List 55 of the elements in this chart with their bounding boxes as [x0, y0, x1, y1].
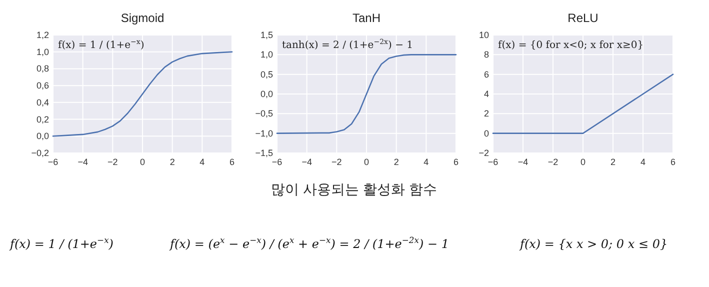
x-tick-label: −6 [272, 157, 282, 167]
y-tick-label: 0 [484, 128, 489, 138]
x-tick-label: 0 [140, 157, 146, 167]
y-tick-label: −0,2 [31, 148, 49, 158]
annotation: f(x) = {0 for x<0; x for x≥0} [498, 40, 644, 51]
x-tick-label: 6 [670, 157, 676, 167]
y-tick-label: −2 [478, 148, 489, 158]
x-tick-label: 4 [200, 157, 205, 167]
annotation: f(x) = 1 / (1+e$^{−x}$) [58, 38, 144, 51]
y-tick-label: 8 [484, 50, 489, 60]
chart-title: TanH [352, 11, 381, 25]
x-tick-label: 0 [580, 157, 586, 167]
x-tick-label: −2 [332, 157, 342, 167]
x-tick-label: 6 [453, 157, 459, 167]
y-tick-label: 1,5 [260, 30, 273, 40]
x-tick-label: −6 [488, 157, 498, 167]
x-tick-label: −4 [302, 157, 312, 167]
y-tick-label: 6 [484, 69, 489, 80]
x-tick-label: −6 [48, 157, 58, 167]
x-tick-label: 6 [229, 157, 235, 167]
x-tick-label: 0 [364, 157, 370, 167]
y-tick-label: 10 [478, 30, 489, 40]
y-tick-label: −0,5 [255, 108, 273, 119]
y-tick-label: 0,2 [36, 114, 49, 124]
x-tick-label: −2 [108, 157, 118, 167]
y-tick-label: 0,6 [36, 80, 49, 91]
chart-title: Sigmoid [120, 11, 164, 25]
line-series [52, 51, 233, 137]
y-tick-label: 1,0 [260, 50, 273, 60]
text: f(x) = 1 / (1+e$^{−x}$) [9, 235, 114, 251]
text: f(x) = {x x > 0; 0 x ≤ 0} [519, 237, 668, 251]
y-tick-label: 0,8 [36, 64, 49, 74]
y-tick-label: 0,4 [36, 97, 49, 108]
y-tick-label: 2 [484, 108, 489, 119]
x-tick-label: −4 [78, 157, 88, 167]
x-tick-label: −4 [518, 157, 528, 167]
y-tick-label: 1,2 [36, 30, 49, 40]
annotation: tanh(x) = 2 / (1+e$^{−2x}$) − 1 [282, 38, 413, 51]
x-tick-label: 4 [640, 157, 646, 167]
x-tick-label: 2 [394, 157, 399, 167]
y-tick-label: −1,5 [255, 148, 273, 158]
line-series [276, 54, 457, 134]
text: f(x) = (e$^{x}$ − e$^{−x}$) / (e$^{x}$ + e$^{−x}$) = 2 / (1+e$^{−2x}$) − 1 [170, 235, 449, 251]
x-tick-label: 2 [610, 157, 616, 167]
chart-title: ReLU [568, 11, 598, 25]
y-tick-label: 1,0 [36, 46, 49, 57]
x-tick-label: 2 [170, 157, 175, 167]
y-tick-label: 4 [484, 89, 489, 99]
y-tick-label: −1,0 [255, 128, 273, 138]
y-tick-label: 0,0 [36, 131, 49, 142]
text: 많이 사용되는 활성화 함수 [271, 181, 437, 197]
y-tick-label: 0,5 [260, 69, 273, 80]
x-tick-label: 4 [424, 157, 429, 167]
x-tick-label: −2 [548, 157, 558, 167]
y-tick-label: 0,0 [260, 89, 273, 99]
